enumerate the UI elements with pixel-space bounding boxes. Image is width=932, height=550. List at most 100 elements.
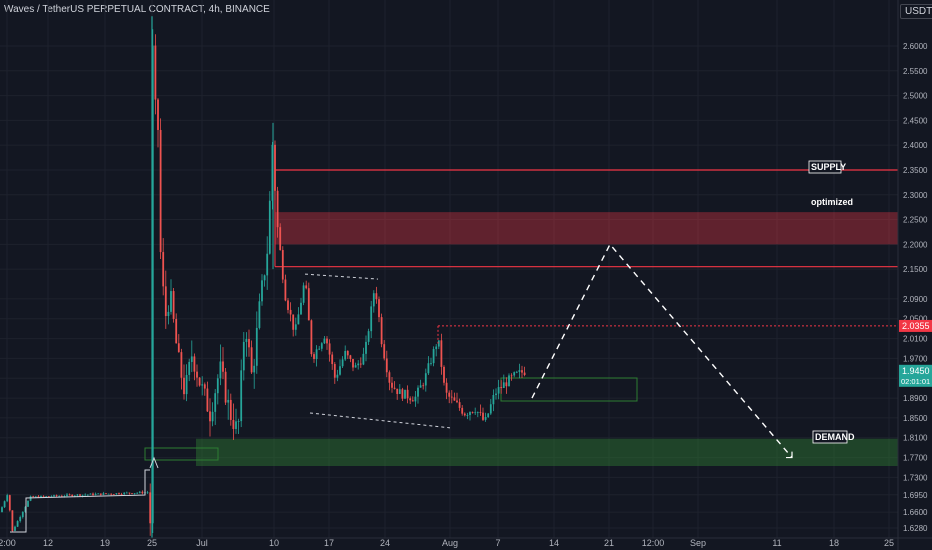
candle-body	[209, 411, 211, 422]
candle-body	[224, 371, 227, 403]
candle-body	[149, 492, 152, 524]
candle-body	[76, 494, 79, 496]
price-tick-label: 2.4500	[903, 116, 928, 125]
candle-body	[120, 494, 123, 495]
candle-body	[198, 377, 201, 386]
price-axis[interactable]: 2.6000 2.5500 2.5000 2.4500 2.4000 2.3500 2.30…	[897, 0, 932, 550]
candle-body	[180, 352, 183, 378]
candle-body	[476, 412, 479, 413]
candle-body	[99, 493, 102, 495]
candle-body	[177, 343, 180, 353]
candle-body	[279, 227, 282, 251]
price-tag-value: 2.0355	[902, 321, 930, 331]
time-tick-label: Aug	[442, 538, 458, 548]
candle-body	[21, 511, 24, 518]
candle-body	[450, 396, 453, 398]
candle-body	[448, 392, 451, 397]
candle-body	[474, 412, 477, 414]
price-tick-label: 2.3500	[903, 166, 928, 175]
candle-body	[515, 371, 518, 373]
candle-body	[24, 506, 27, 512]
candle-body	[258, 301, 261, 328]
candle-body	[188, 361, 191, 375]
candle-body	[307, 288, 310, 321]
candle-body	[29, 496, 32, 501]
candle-body	[315, 349, 318, 359]
candle-body	[469, 412, 471, 416]
candle-body	[406, 389, 409, 399]
candle-body	[383, 344, 386, 359]
time-tick-label: 12	[43, 538, 53, 548]
candle-body	[463, 413, 466, 416]
candle-body	[430, 363, 432, 364]
candle-body	[248, 339, 250, 348]
candle-body	[513, 372, 516, 376]
candle-body	[492, 395, 495, 405]
supply-label-box	[808, 160, 842, 174]
candle-body	[81, 494, 84, 496]
candle-body	[378, 299, 380, 318]
candle-body	[352, 358, 354, 368]
candle-body	[115, 493, 118, 495]
candle-body	[263, 275, 266, 281]
candle-body	[333, 364, 336, 378]
candle-body	[346, 350, 349, 356]
candle-body	[89, 493, 92, 495]
candle-body	[341, 359, 344, 367]
candle-body	[112, 494, 115, 495]
candle-body	[110, 493, 113, 495]
candle-body	[94, 493, 97, 495]
price-tick-label: 2.5000	[903, 92, 928, 101]
candle-body	[3, 501, 6, 508]
price-tick-label: 1.8900	[903, 394, 928, 403]
zone-optimized	[275, 212, 898, 245]
candle-body	[375, 293, 378, 300]
candle-body	[16, 521, 19, 527]
candle-body	[151, 45, 154, 524]
candle-body	[359, 363, 362, 365]
price-tick-label: 1.8500	[903, 414, 928, 423]
supply-label: SUPPLY	[811, 162, 846, 172]
candle-body	[167, 311, 170, 317]
candle-body	[344, 350, 347, 360]
price-tag	[899, 364, 932, 387]
candles	[1, 16, 526, 538]
price-tick-label: 1.9700	[903, 354, 928, 363]
currency-badge[interactable]: USDT	[900, 4, 932, 19]
candle-body	[45, 496, 48, 497]
candle-body	[271, 144, 274, 201]
price-tick-label: 2.2000	[903, 240, 928, 249]
candle-body	[482, 412, 484, 420]
candle-body	[422, 385, 425, 387]
candle-body	[250, 347, 253, 373]
candle-body	[159, 129, 162, 253]
time-axis[interactable]: 2:00 12 19 25 Jul 10 17 24 Aug 7 14 21 12:00 Sep 11 18 2…	[0, 537, 932, 548]
channel-top	[304, 273, 379, 280]
candle-body	[336, 374, 339, 378]
candle-body	[427, 363, 430, 374]
candle-body	[489, 404, 492, 414]
small-demand-box	[144, 447, 219, 461]
time-tick-label: Jul	[196, 538, 208, 548]
candle-body	[92, 493, 94, 495]
candle-body	[34, 496, 37, 498]
candle-body	[40, 495, 42, 498]
candle-body	[185, 374, 188, 395]
candle-body	[349, 355, 352, 359]
candle-body	[68, 494, 71, 496]
candle-body	[310, 320, 313, 355]
candle-body	[424, 373, 427, 386]
candle-body	[102, 493, 105, 495]
candle-body	[518, 370, 521, 372]
candle-body	[456, 400, 458, 403]
candle-body	[331, 354, 334, 365]
candle-body	[60, 495, 63, 497]
candle-body	[396, 388, 399, 394]
candle-body	[79, 494, 81, 496]
candle-body	[170, 291, 172, 312]
candle-body	[53, 495, 55, 497]
candle-body	[365, 341, 367, 354]
price-tick-label: 2.0900	[903, 295, 928, 304]
time-tick-label: 11	[772, 538, 781, 548]
